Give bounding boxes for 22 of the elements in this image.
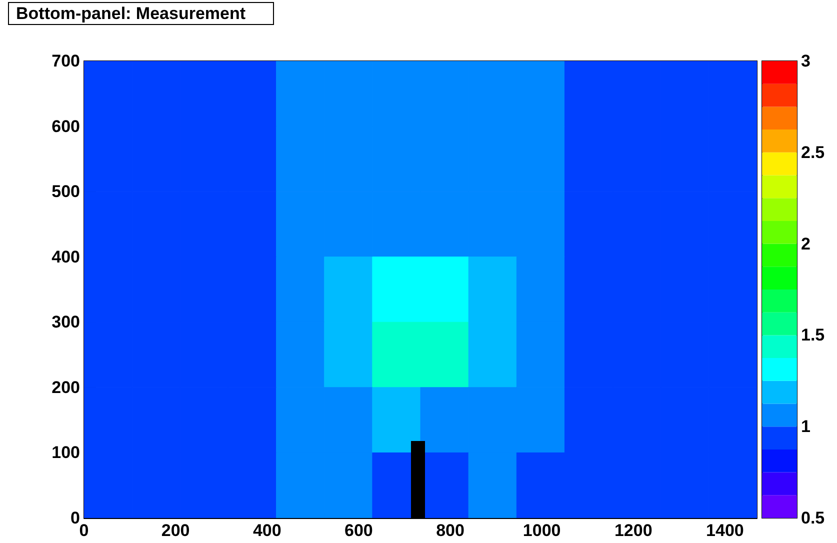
x-tick-label: 1000	[522, 521, 561, 540]
y-tick-label: 700	[52, 52, 80, 70]
y-tick-label: 600	[52, 116, 80, 136]
y-tick-label: 0	[70, 508, 80, 528]
x-tick-label: 800	[436, 521, 464, 540]
color-bar-label: 2.5	[801, 142, 825, 162]
color-bar-label: 0.5	[801, 508, 825, 528]
chart-title: Bottom-panel: Measurement	[16, 4, 246, 23]
y-tick-label: 100	[52, 443, 80, 462]
x-tick-label: 600	[344, 521, 373, 540]
color-bar-label: 1	[801, 417, 810, 436]
color-bar-label: 3	[801, 52, 810, 70]
x-tick-label: 200	[161, 521, 190, 540]
y-tick-label: 200	[52, 378, 80, 397]
y-tick-label: 300	[52, 312, 80, 332]
x-tick-label: 1200	[614, 521, 652, 540]
color-bar-label: 2	[801, 234, 810, 254]
y-tick-label: 400	[52, 247, 80, 266]
x-tick-label: 1400	[706, 521, 744, 540]
color-bar-label: 1.5	[801, 326, 825, 345]
y-tick-label: 500	[52, 182, 80, 202]
x-tick-label: 400	[252, 521, 282, 540]
